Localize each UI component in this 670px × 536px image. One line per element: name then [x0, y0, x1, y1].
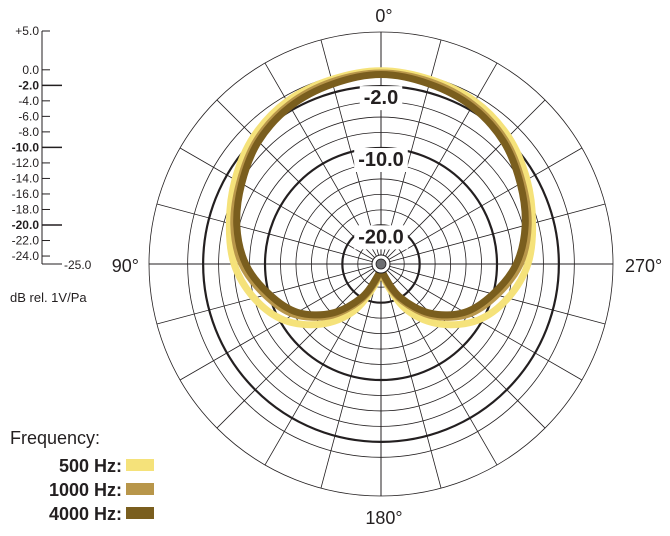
grid-spoke [382, 39, 442, 257]
legend: Frequency: 500 Hz: 1000 Hz: 4000 Hz: [10, 428, 154, 524]
legend-label: 1000 Hz: [49, 480, 122, 500]
scale-tick-label: -4.0 [18, 94, 39, 108]
ring-label-bg [354, 225, 408, 250]
hub-inner [375, 258, 387, 270]
angle-label: 0° [375, 6, 392, 26]
angle-label: 270° [625, 256, 662, 276]
grid-spoke [387, 147, 583, 261]
grid-spoke [179, 267, 375, 381]
grid-spoke [216, 99, 376, 259]
scale-tick-label: -14.0 [12, 171, 40, 185]
ring-label: -20.0 [358, 226, 404, 248]
grid-spoke [382, 271, 442, 489]
ring-label: -2.0 [364, 87, 398, 109]
legend-title: Frequency: [10, 428, 100, 448]
scale-tick-label: -18.0 [12, 202, 40, 216]
grid-spoke [320, 39, 380, 257]
ring-label-bg [354, 148, 408, 172]
scale-tick-label: -16.0 [12, 187, 40, 201]
legend-swatch [126, 483, 154, 495]
scale-tick-label: -2.0 [18, 78, 39, 92]
grid-spoke [320, 271, 380, 489]
legend-label: 500 Hz: [59, 456, 122, 476]
angle-label: 180° [365, 508, 402, 528]
ring-labels: -2.0 -10.0 -20.0 [354, 86, 408, 250]
db-scale: +5.0 0.0-2.0 -4.0-6.0 -8.0-10.0 -12.0-14.0 -1… [10, 24, 92, 305]
scale-tick-label: -12.0 [12, 156, 40, 170]
center-hub [371, 254, 391, 274]
db-scale-bottom-label: -25.0 [64, 258, 92, 272]
grid-spoke [388, 203, 606, 263]
ring-label-bg [359, 86, 403, 111]
grid-spoke [386, 269, 546, 429]
legend-label: 4000 Hz: [49, 504, 122, 524]
grid-spoke [387, 267, 583, 381]
scale-tick-label: -10.0 [12, 140, 40, 154]
scale-tick-label: -24.0 [12, 249, 40, 263]
legend-swatch [126, 507, 154, 519]
scale-tick-label: 0.0 [22, 63, 39, 77]
scale-tick-label: -6.0 [18, 109, 39, 123]
legend-swatch [126, 459, 154, 471]
grid-spoke [264, 62, 378, 258]
scale-tick-label: +5.0 [15, 24, 39, 38]
scale-tick-label: -22.0 [12, 234, 40, 248]
grid-spoke [384, 62, 498, 258]
db-unit-label: dB rel. 1V/Pa [10, 290, 87, 305]
grid-spoke [216, 269, 376, 429]
grid-spoke [156, 203, 374, 263]
angle-labels: 0° 90° 180° 270° [112, 6, 662, 528]
scale-tick-label: -8.0 [18, 125, 39, 139]
ring-label: -10.0 [358, 149, 404, 171]
grid-spoke [386, 99, 546, 259]
angle-label: 90° [112, 256, 139, 276]
scale-tick-label: -20.0 [12, 218, 40, 232]
grid-spoke [179, 147, 375, 261]
